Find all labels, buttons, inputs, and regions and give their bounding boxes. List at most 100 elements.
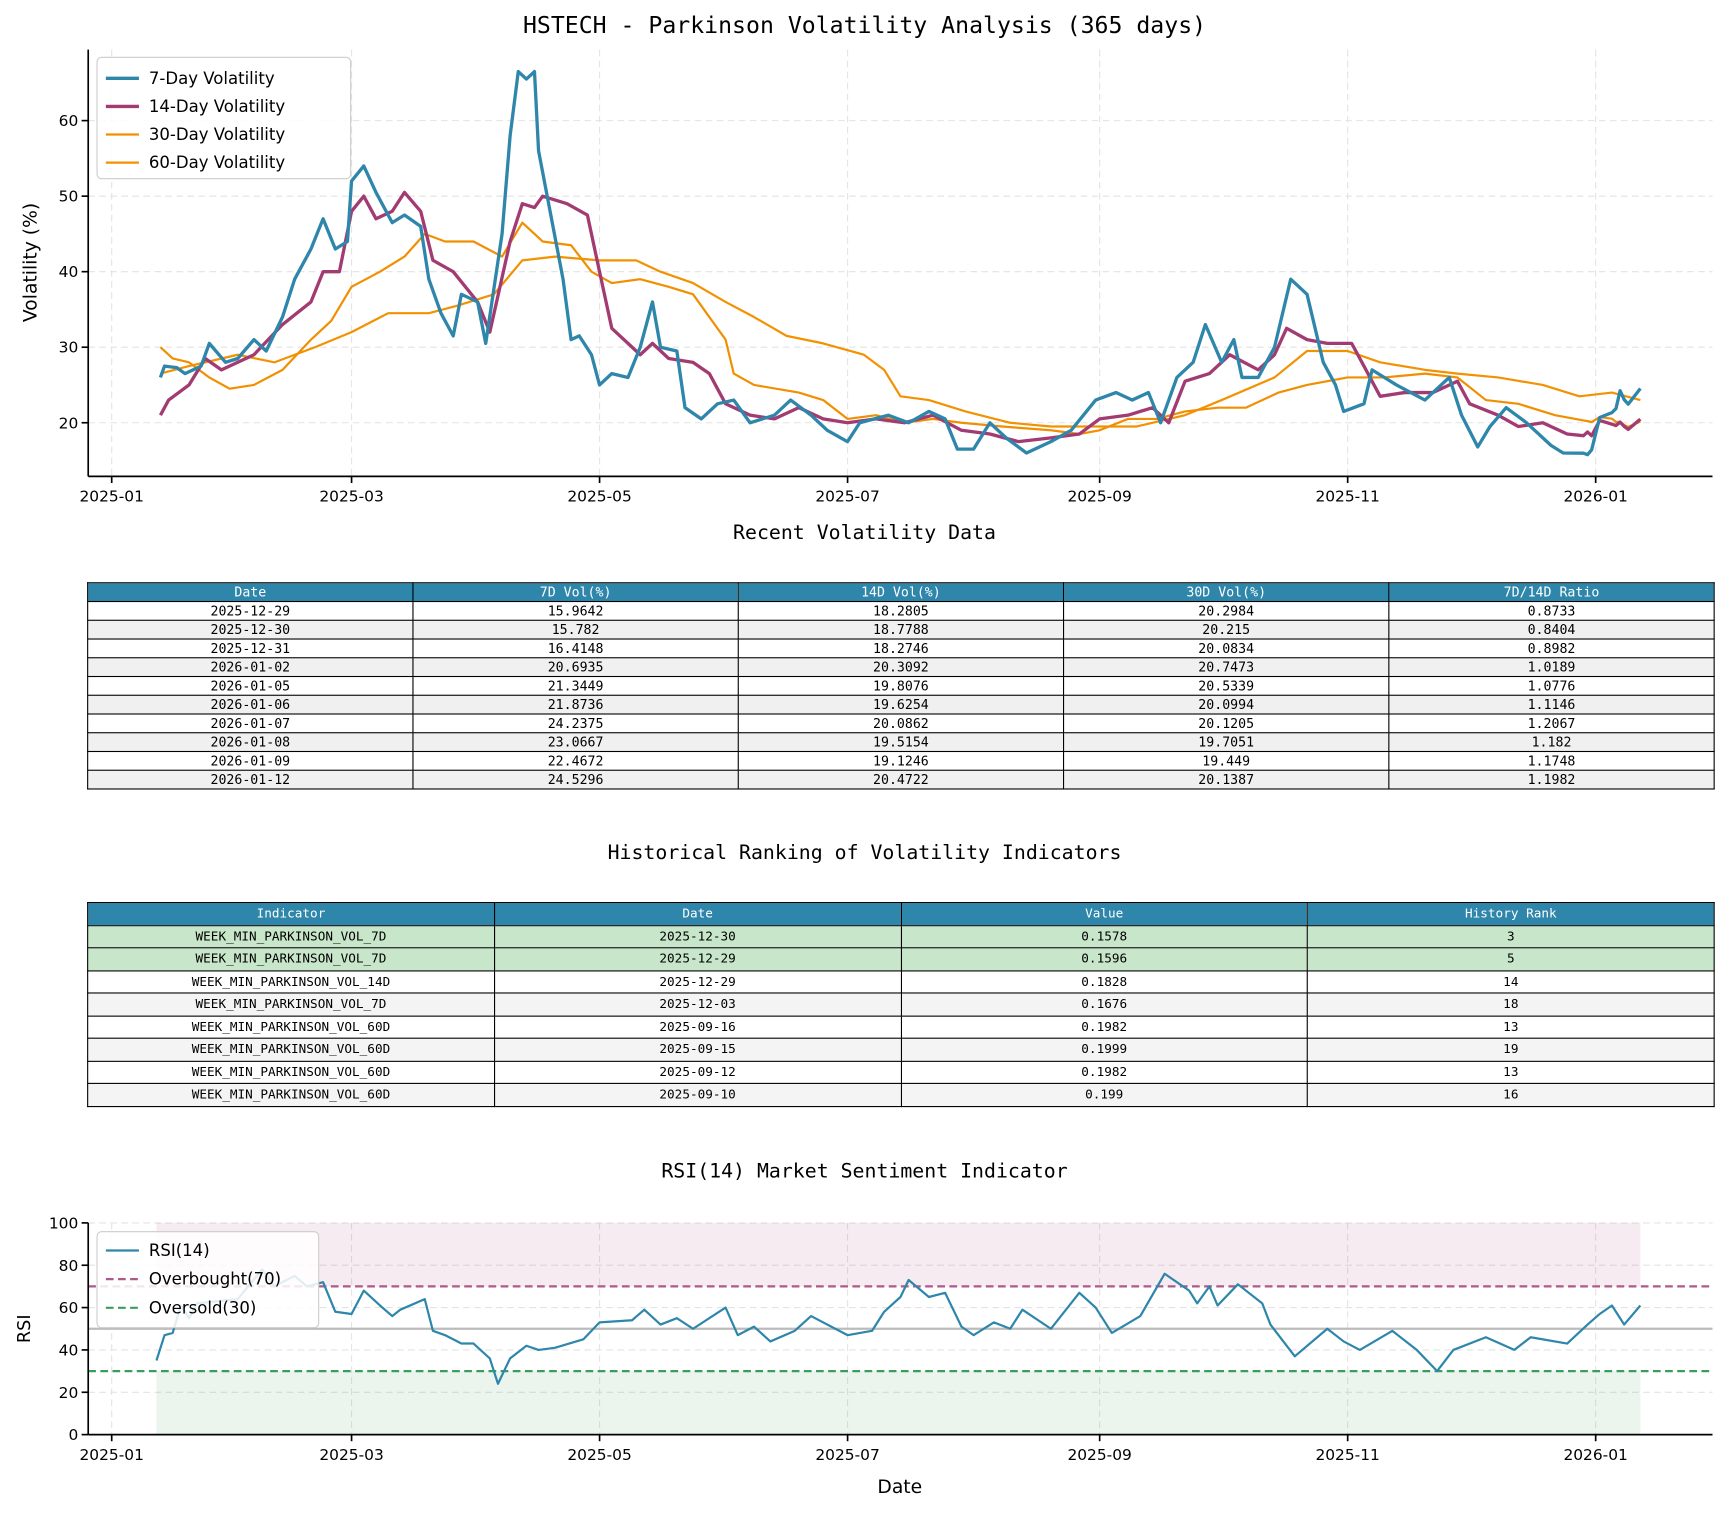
table-row: 2026-01-02 20.6935 20.3092 20.7473 1.0189 (87, 657, 1715, 678)
x-tick-label: 2025-07 (815, 1446, 879, 1464)
table-cell: 2025-12-29 (493, 969, 902, 994)
recent-volatility-table: Date 7D Vol(%) 14D Vol(%) 30D Vol(%) 7D/14D … (87, 582, 1715, 790)
y-tick-label: 20 (59, 1384, 79, 1402)
legend-label: Overbought(70) (149, 1270, 281, 1289)
ranking-table-title: Historical Ranking of Volatility Indicat… (607, 841, 1122, 865)
table-cell: 18.2746 (737, 638, 1065, 659)
table-cell: 0.199 (900, 1082, 1309, 1107)
legend-label: 14-Day Volatility (149, 97, 286, 116)
table-cell: 13 (1306, 1015, 1715, 1039)
table-cell: 16 (1306, 1082, 1715, 1107)
table-cell: 15.782 (412, 619, 739, 640)
table-cell: 20.7473 (1063, 657, 1390, 678)
table-row: 2025-12-31 16.4148 18.2746 20.0834 0.8982 (87, 638, 1715, 659)
table-cell: 20.5339 (1063, 675, 1390, 696)
table-cell: 19.8076 (737, 675, 1065, 696)
x-tick-label: 2025-11 (1315, 488, 1379, 506)
table-cell: 0.8404 (1388, 619, 1715, 640)
table-cell: 2026-01-12 (87, 769, 414, 790)
table-cell: 1.1982 (1388, 769, 1715, 790)
table-cell: 0.8733 (1388, 600, 1715, 621)
table-row: 2026-01-08 23.0667 19.5154 19.7051 1.182 (87, 732, 1715, 753)
volatility-chart: 2025-01 2025-03 2025-05 2025-07 2025-09 2025-… (20, 49, 1713, 506)
table-cell: 21.8736 (412, 694, 739, 715)
table-cell: 20.215 (1063, 619, 1390, 640)
rsi-legend: RSI(14) Overbought(70) Oversold(30) (96, 1231, 320, 1329)
table-cell: 19.449 (1063, 750, 1390, 771)
table-cell: 0.1828 (900, 969, 1309, 994)
series-line-14-day-volatility (158, 190, 1642, 444)
table-cell: 19.5154 (737, 732, 1065, 753)
table-cell: WEEK_MIN_PARKINSON_VOL_7D (87, 924, 495, 949)
table-cell: 1.2067 (1388, 713, 1715, 734)
legend-label: 7-Day Volatility (149, 69, 275, 88)
table-cell: 24.5296 (412, 769, 739, 790)
x-tick-label: 2025-01 (79, 488, 143, 506)
table-cell: 1.182 (1388, 732, 1715, 753)
table-row: WEEK_MIN_PARKINSON_VOL_7D 2025-12-29 0.159… (87, 947, 1715, 971)
table-cell: 20.0862 (737, 713, 1065, 734)
grid (88, 1222, 1713, 1436)
table-cell: 2025-09-10 (493, 1082, 902, 1107)
table-cell: 16.4148 (412, 638, 739, 659)
table-cell: 2025-09-16 (493, 1015, 902, 1039)
table-cell: 19 (1306, 1037, 1715, 1062)
table-cell: 20.0834 (1063, 638, 1390, 659)
column-header: Value (900, 902, 1309, 926)
x-tick-label: 2025-05 (567, 488, 631, 506)
x-tick-label: 2025-09 (1067, 1446, 1131, 1464)
table-cell: 1.0189 (1388, 657, 1715, 678)
x-tick-label: 2025-09 (1067, 488, 1131, 506)
rsi-line (155, 1268, 1642, 1385)
table-row: 2026-01-09 22.4672 19.1246 19.449 1.1748 (87, 750, 1715, 771)
table-cell: 1.1146 (1388, 694, 1715, 715)
table-cell: 20.0994 (1063, 694, 1390, 715)
y-axis-label: Volatility (%) (20, 203, 41, 322)
table-cell: 0.1999 (900, 1037, 1309, 1062)
table-cell: 3 (1306, 924, 1715, 949)
column-header: History Rank (1306, 902, 1715, 926)
table-cell: 2025-12-31 (87, 638, 414, 659)
x-tick-label: 2025-03 (319, 1446, 383, 1464)
table-cell: WEEK_MIN_PARKINSON_VOL_7D (87, 947, 495, 971)
table-cell: 2026-01-05 (87, 675, 414, 696)
y-tick-label: 20 (59, 414, 79, 432)
table-cell: 2025-09-12 (493, 1060, 902, 1084)
table-cell: 20.1387 (1063, 769, 1390, 790)
table-cell: WEEK_MIN_PARKINSON_VOL_60D (87, 1082, 495, 1107)
table-row: WEEK_MIN_PARKINSON_VOL_7D 2025-12-03 0.167… (87, 992, 1715, 1017)
table-cell: 1.0776 (1388, 675, 1715, 696)
column-header: 7D/14D Ratio (1388, 582, 1715, 603)
column-header: 14D Vol(%) (737, 582, 1065, 603)
column-header: Indicator (87, 902, 495, 926)
table-cell: 18.7788 (737, 619, 1065, 640)
table-cell: 2026-01-06 (87, 694, 414, 715)
x-tick-label: 2026-01 (1563, 1446, 1627, 1464)
table-row: WEEK_MIN_PARKINSON_VOL_7D 2025-12-30 0.157… (87, 924, 1715, 949)
table-cell: 2025-12-29 (493, 947, 902, 971)
column-header: 30D Vol(%) (1063, 582, 1390, 603)
table-cell: 20.3092 (737, 657, 1065, 678)
table-row: 2026-01-07 24.2375 20.0862 20.1205 1.2067 (87, 713, 1715, 734)
table-cell: 5 (1306, 947, 1715, 971)
table-row: 2026-01-06 21.8736 19.6254 20.0994 1.1146 (87, 694, 1715, 715)
column-header: Date (87, 582, 414, 603)
table-cell: WEEK_MIN_PARKINSON_VOL_60D (87, 1060, 495, 1084)
table-cell: 0.1596 (900, 947, 1309, 971)
table-cell: 2025-12-03 (493, 992, 902, 1017)
table-cell: 0.8982 (1388, 638, 1715, 659)
x-tick-label: 2026-01 (1563, 488, 1627, 506)
oversold-zone (156, 1371, 1641, 1435)
table-cell: 19.7051 (1063, 732, 1390, 753)
column-header: 7D Vol(%) (412, 582, 739, 603)
series-line-7-day-volatility (158, 69, 1642, 457)
ranking-table: Indicator Date Value History Rank WEEK_MIN_P… (87, 902, 1715, 1107)
y-axis-label: RSI (15, 1314, 35, 1343)
table-cell: 18 (1306, 992, 1715, 1017)
table-cell: 0.1982 (900, 1060, 1309, 1084)
grid (88, 49, 1713, 477)
legend-label: Oversold(30) (149, 1298, 257, 1317)
y-tick-label: 60 (59, 1299, 79, 1317)
table-cell: 15.9642 (412, 600, 739, 621)
